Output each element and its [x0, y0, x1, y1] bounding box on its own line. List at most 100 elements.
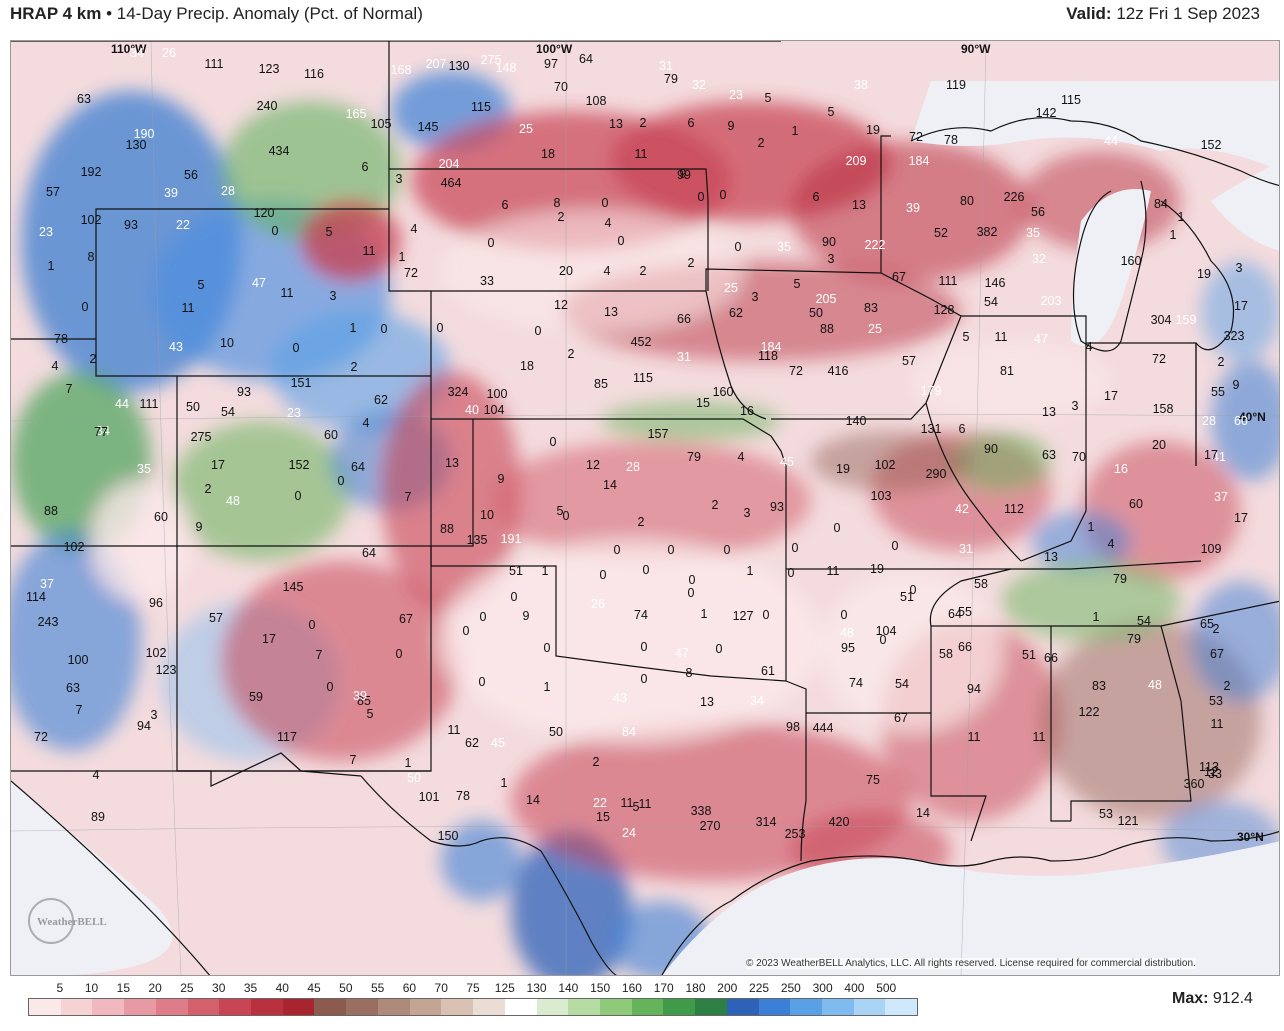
station-value: 15 [696, 396, 710, 410]
station-value: 3 [752, 290, 759, 304]
station-value: 32 [1032, 252, 1046, 266]
station-value: 11 [621, 796, 634, 810]
station-value: 1 [1170, 228, 1177, 242]
legend-tick-label: 10 [84, 981, 99, 995]
station-value: 89 [91, 810, 105, 824]
station-value: 13 [852, 198, 866, 212]
legend-tick-label: 25 [180, 981, 194, 995]
station-value: 120 [254, 206, 275, 220]
station-value: 54 [1137, 614, 1151, 628]
station-value: 28 [1202, 414, 1216, 428]
station-value: 1 [701, 607, 708, 621]
station-value: 5 [367, 707, 374, 721]
station-value: 11 [363, 244, 376, 258]
legend-color-swatch [536, 999, 569, 1015]
station-value: 1 [501, 776, 508, 790]
station-value: 253 [785, 827, 806, 841]
station-value: 51 [509, 564, 523, 578]
station-value: 158 [1153, 402, 1174, 416]
station-value: 88 [440, 522, 454, 536]
legend-color-swatch [377, 999, 410, 1015]
station-value: 19 [836, 462, 850, 476]
station-value: 38 [854, 78, 868, 92]
station-value: 192 [81, 165, 102, 179]
station-value: 2 [1218, 355, 1225, 369]
station-value: 434 [269, 144, 290, 158]
station-value: 123 [259, 62, 280, 76]
station-value: 3 [151, 708, 158, 722]
station-value: 226 [1004, 190, 1025, 204]
station-value: 41 [1212, 450, 1226, 464]
station-value: 53 [1099, 807, 1113, 821]
station-value: 31 [959, 542, 973, 556]
station-value: 34 [750, 694, 764, 708]
legend-color-swatch [790, 999, 822, 1015]
station-value: 13 [1042, 405, 1056, 419]
station-value: 50 [186, 400, 200, 414]
station-value: 0 [602, 196, 609, 210]
product-name: 14-Day Precip. Anomaly (Pct. of Normal) [116, 4, 423, 23]
legend-tick-label: 70 [434, 981, 448, 995]
station-value: 33 [1208, 767, 1222, 781]
station-value: 44 [1104, 134, 1118, 148]
station-value: 100 [68, 653, 89, 667]
station-value: 420 [829, 815, 850, 829]
station-value: 54 [984, 295, 998, 309]
legend-color-swatch [346, 999, 378, 1015]
station-value: 45 [780, 455, 794, 469]
station-value: 11 [827, 564, 840, 578]
legend-color-swatch [219, 999, 252, 1015]
station-value: 203 [1041, 294, 1062, 308]
station-value: 10 [220, 336, 234, 350]
station-value: 60 [1234, 414, 1248, 428]
station-value: 96 [149, 596, 163, 610]
station-value: 7 [405, 490, 412, 504]
station-value: 9 [728, 119, 735, 133]
station-value: 323 [1224, 329, 1245, 343]
station-value: 2 [568, 347, 575, 361]
station-value: 84 [622, 725, 636, 739]
lon-label-90w: 90°W [961, 42, 991, 56]
station-value: 2 [558, 210, 565, 224]
station-value: 159 [1176, 313, 1197, 327]
station-value: 8 [686, 666, 693, 680]
station-value: 115 [1061, 93, 1081, 107]
station-value: 39 [164, 186, 178, 200]
station-value: 17 [262, 632, 276, 646]
station-value: 0 [720, 188, 727, 202]
station-value: 6 [362, 160, 369, 174]
station-value: 61 [761, 664, 775, 678]
station-value: 57 [902, 354, 916, 368]
station-value: 184 [761, 340, 782, 354]
station-value: 60 [1129, 497, 1143, 511]
station-value: 1 [48, 259, 55, 273]
station-value: 75 [866, 773, 880, 787]
station-value: 78 [54, 332, 68, 346]
station-value: 60 [324, 428, 338, 442]
station-value: 67 [892, 270, 906, 284]
station-value: 72 [34, 730, 48, 744]
legend-color-bar [28, 998, 918, 1016]
station-value: 98 [786, 720, 800, 734]
station-value: 2 [758, 136, 765, 150]
station-value: 7 [66, 382, 73, 396]
station-value: 122 [1079, 705, 1100, 719]
station-value: 67 [1210, 647, 1224, 661]
station-value: 72 [1152, 352, 1166, 366]
station-value: 2 [688, 256, 695, 270]
graticule [11, 41, 1279, 975]
legend-tick-label: 75 [466, 981, 480, 995]
station-value: 9 [680, 167, 687, 181]
valid-label: Valid: [1066, 4, 1112, 23]
legend-color-swatch [441, 999, 474, 1015]
station-value: 39 [906, 201, 920, 215]
station-value: 20 [1152, 438, 1166, 452]
station-value: 78 [456, 789, 470, 803]
station-value: 115 [471, 100, 491, 114]
station-value: 31 [677, 350, 691, 364]
station-value: 152 [1201, 138, 1222, 152]
station-value: 44 [115, 397, 129, 411]
station-value: 0 [641, 640, 648, 654]
legend-color-swatch [29, 999, 61, 1015]
